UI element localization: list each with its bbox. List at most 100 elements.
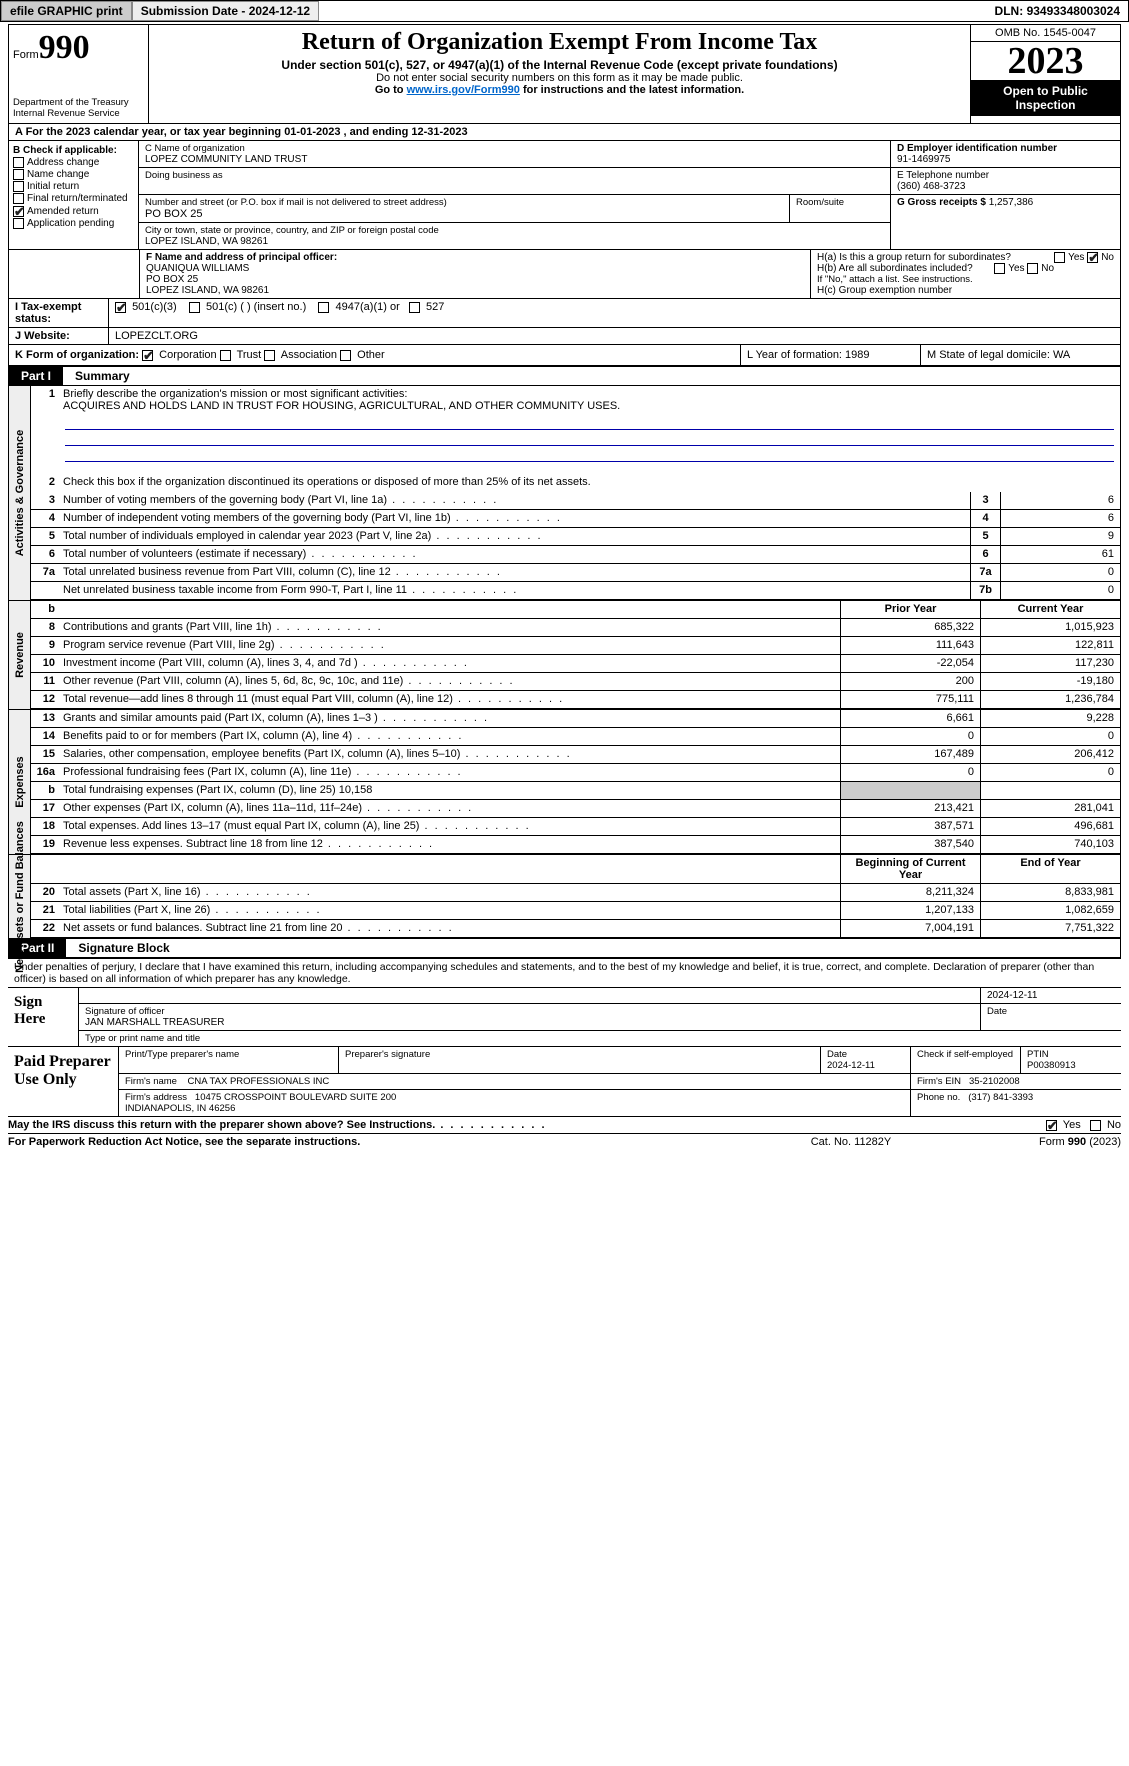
- h-c: H(c) Group exemption number: [817, 285, 1114, 296]
- phone-value: (360) 468-3723: [897, 181, 1114, 192]
- box-c: C Name of organization LOPEZ COMMUNITY L…: [139, 141, 890, 249]
- h-b: H(b) Are all subordinates included? Yes …: [817, 263, 1114, 274]
- gross-receipts-value: 1,257,386: [989, 197, 1034, 208]
- row-j: J Website: LOPEZCLT.ORG: [9, 328, 1120, 345]
- cb-discuss-yes[interactable]: [1046, 1120, 1057, 1131]
- cb-amended-return[interactable]: Amended return: [13, 206, 134, 217]
- data-line: 18Total expenses. Add lines 13–17 (must …: [31, 818, 1120, 836]
- state-domicile: M State of legal domicile: WA: [920, 345, 1120, 365]
- dln: DLN: 93493348003024: [987, 2, 1128, 20]
- year-formation: L Year of formation: 1989: [740, 345, 920, 365]
- tab-net-assets: Net Assets or Fund Balances: [9, 855, 31, 938]
- form-title: Return of Organization Exempt From Incom…: [157, 29, 962, 56]
- ein-label: D Employer identification number: [897, 143, 1114, 154]
- open-inspection: Open to Public Inspection: [971, 80, 1120, 116]
- officer-label: F Name and address of principal officer:: [146, 252, 804, 263]
- cb-corporation[interactable]: [142, 350, 153, 361]
- signature-declaration: Under penalties of perjury, I declare th…: [8, 959, 1121, 987]
- prep-selfemp: Check if self-employed: [911, 1047, 1021, 1073]
- cb-501c[interactable]: [189, 302, 200, 313]
- city-label: City or town, state or province, country…: [145, 225, 884, 236]
- data-line: 17Other expenses (Part IX, column (A), l…: [31, 800, 1120, 818]
- form-ref: Form 990 (2023): [941, 1136, 1121, 1148]
- paid-preparer-label: Paid Preparer Use Only: [8, 1047, 118, 1116]
- line-2-desc: Check this box if the organization disco…: [59, 474, 1120, 492]
- room-suite-label: Room/suite: [790, 195, 890, 222]
- form-subtitle-2: Do not enter social security numbers on …: [157, 72, 962, 84]
- goto-post: for instructions and the latest informat…: [520, 84, 744, 96]
- net-assets-section: Net Assets or Fund Balances Beginning of…: [9, 854, 1120, 938]
- cb-527[interactable]: [409, 302, 420, 313]
- row-a-tax-year: A For the 2023 calendar year, or tax yea…: [9, 124, 1120, 141]
- firm-phone: Phone no. (317) 841-3393: [911, 1090, 1121, 1116]
- cb-association[interactable]: [264, 350, 275, 361]
- dba-label: Doing business as: [145, 170, 884, 181]
- part-1-title: Summary: [63, 367, 142, 385]
- org-address: PO BOX 25: [145, 208, 783, 220]
- expenses-section: Expenses 13Grants and similar amounts pa…: [9, 709, 1120, 854]
- h-b2: If "No," attach a list. See instructions…: [817, 274, 1114, 285]
- cb-final-return[interactable]: Final return/terminated: [13, 193, 134, 204]
- revenue-section: Revenue b Prior Year Current Year 8Contr…: [9, 600, 1120, 709]
- data-line: 12Total revenue—add lines 8 through 11 (…: [31, 691, 1120, 709]
- sign-here-label: Sign Here: [8, 988, 78, 1046]
- data-line: 13Grants and similar amounts paid (Part …: [31, 710, 1120, 728]
- cb-trust[interactable]: [220, 350, 231, 361]
- type-name-label: Type or print name and title: [79, 1031, 1121, 1046]
- cb-address-change[interactable]: Address change: [13, 157, 134, 168]
- efile-print-button[interactable]: efile GRAPHIC print: [1, 1, 132, 21]
- cb-other[interactable]: [340, 350, 351, 361]
- line-1-num: 1: [31, 386, 59, 414]
- data-line: bTotal fundraising expenses (Part IX, co…: [31, 782, 1120, 800]
- data-line: 22Net assets or fund balances. Subtract …: [31, 920, 1120, 938]
- data-line: 15Salaries, other compensation, employee…: [31, 746, 1120, 764]
- col-current-year: Current Year: [980, 601, 1120, 618]
- row-k-label: K Form of organization:: [15, 349, 139, 361]
- box-b-label: B Check if applicable:: [13, 145, 134, 156]
- irs-link[interactable]: www.irs.gov/Form990: [407, 84, 520, 96]
- part-1-label: Part I: [9, 367, 63, 385]
- cb-4947[interactable]: [318, 302, 329, 313]
- form-subtitle-1: Under section 501(c), 527, or 4947(a)(1)…: [157, 58, 962, 72]
- cb-initial-return[interactable]: Initial return: [13, 181, 134, 192]
- form-footer: For Paperwork Reduction Act Notice, see …: [8, 1134, 1121, 1150]
- gov-line: 3Number of voting members of the governi…: [31, 492, 1120, 510]
- org-name-label: C Name of organization: [145, 143, 884, 154]
- firm-name: Firm's name CNA TAX PROFESSIONALS INC: [119, 1074, 911, 1089]
- org-name: LOPEZ COMMUNITY LAND TRUST: [145, 154, 884, 165]
- officer-addr2: LOPEZ ISLAND, WA 98261: [146, 285, 804, 296]
- rev-hdr-blank: b: [31, 601, 59, 618]
- cb-discuss-no[interactable]: [1090, 1120, 1101, 1131]
- data-line: 8Contributions and grants (Part VIII, li…: [31, 619, 1120, 637]
- section-b-to-g: B Check if applicable: Address change Na…: [9, 141, 1120, 250]
- part-2-title: Signature Block: [66, 939, 181, 957]
- row-f-h: F Name and address of principal officer:…: [9, 250, 1120, 299]
- data-line: 10Investment income (Part VIII, column (…: [31, 655, 1120, 673]
- cb-501c3[interactable]: [115, 302, 126, 313]
- col-begin-year: Beginning of Current Year: [840, 855, 980, 883]
- form-number: 990: [39, 29, 90, 66]
- data-line: 20Total assets (Part X, line 16)8,211,32…: [31, 884, 1120, 902]
- form-label: Form: [13, 49, 39, 61]
- submission-date: Submission Date - 2024-12-12: [132, 1, 319, 21]
- data-line: 14Benefits paid to or for members (Part …: [31, 728, 1120, 746]
- data-line: 16aProfessional fundraising fees (Part I…: [31, 764, 1120, 782]
- officer-addr1: PO BOX 25: [146, 274, 804, 285]
- governance-section: Activities & Governance 1 Briefly descri…: [9, 386, 1120, 600]
- cb-application-pending[interactable]: Application pending: [13, 218, 134, 229]
- data-line: 9Program service revenue (Part VIII, lin…: [31, 637, 1120, 655]
- cb-name-change[interactable]: Name change: [13, 169, 134, 180]
- org-city: LOPEZ ISLAND, WA 98261: [145, 236, 884, 247]
- gov-line: 7aTotal unrelated business revenue from …: [31, 564, 1120, 582]
- sig-officer-label: Signature of officer: [85, 1006, 974, 1017]
- data-line: 11Other revenue (Part VIII, column (A), …: [31, 673, 1120, 691]
- mission-underlines: [31, 414, 1120, 474]
- website-value: LOPEZCLT.ORG: [109, 328, 1120, 344]
- gov-line: Net unrelated business taxable income fr…: [31, 582, 1120, 600]
- gross-receipts-label: G Gross receipts $: [897, 197, 986, 208]
- sig-date-label: Date: [981, 1004, 1121, 1030]
- gov-line: 5Total number of individuals employed in…: [31, 528, 1120, 546]
- pra-notice: For Paperwork Reduction Act Notice, see …: [8, 1136, 761, 1148]
- line-2-num: 2: [31, 474, 59, 492]
- form-990: Form990 Department of the Treasury Inter…: [8, 24, 1121, 959]
